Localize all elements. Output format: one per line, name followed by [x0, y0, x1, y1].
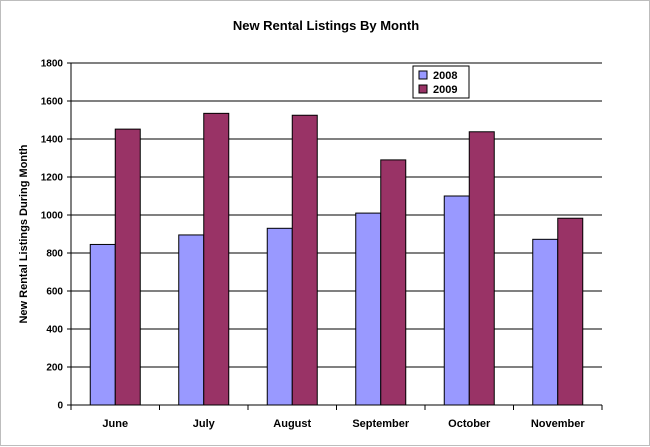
bar-2009-june — [114, 128, 141, 406]
bar-2009-september — [380, 159, 407, 406]
y-tick-label: 1400 — [41, 135, 64, 146]
bar-2009-october — [468, 131, 495, 406]
x-category-label: November — [531, 418, 586, 430]
y-tick-label: 1000 — [41, 211, 64, 222]
bar-2008-november — [532, 238, 559, 406]
y-tick-label: 200 — [46, 363, 63, 374]
bar-2009-july — [203, 112, 230, 406]
bar-2008-july — [178, 234, 205, 406]
legend-swatch-2009 — [418, 84, 428, 94]
bar-2008-october — [443, 195, 470, 406]
y-tick-label: 0 — [57, 401, 63, 412]
legend: 2008 2009 — [412, 65, 470, 99]
bar-2008-august — [266, 227, 293, 406]
y-tick-label: 1600 — [41, 97, 64, 108]
x-category-label: October — [448, 418, 491, 430]
y-tick-labels: 0 200 400 600 800 1000 1200 1400 1600 1800 — [41, 59, 64, 412]
x-category-label: July — [193, 418, 216, 430]
x-category-labels: June July August September October November — [102, 418, 585, 430]
bar-2008-june — [89, 243, 116, 406]
y-tick-label: 1200 — [41, 173, 64, 184]
y-tick-label: 1800 — [41, 59, 64, 70]
y-axis-label: New Rental Listings During Month — [18, 144, 30, 323]
y-tick-label: 800 — [46, 249, 63, 260]
bar-2009-november — [557, 217, 584, 406]
y-tick-label: 400 — [46, 325, 63, 336]
x-category-label: June — [102, 418, 128, 430]
bars — [89, 112, 584, 406]
chart-title: New Rental Listings By Month — [233, 18, 419, 33]
legend-swatch-2008 — [418, 70, 428, 80]
bar-2009-august — [291, 114, 318, 406]
axes — [67, 62, 603, 410]
x-category-label: August — [273, 418, 311, 430]
x-category-label: September — [352, 418, 410, 430]
legend-label-2009: 2009 — [433, 84, 457, 96]
y-tick-label: 600 — [46, 287, 63, 298]
legend-label-2008: 2008 — [433, 70, 457, 82]
bar-2008-september — [355, 212, 382, 406]
gridlines — [71, 62, 602, 368]
